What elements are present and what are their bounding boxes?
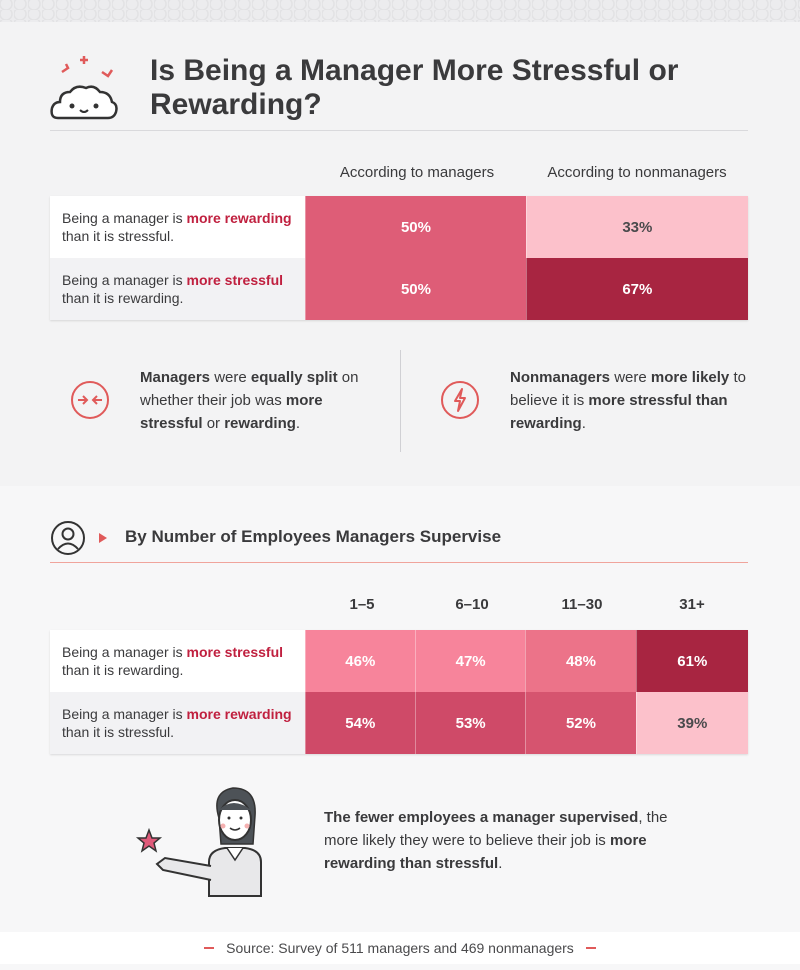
cell-stressful-1-5: 46% xyxy=(304,630,415,692)
row-label: Being a manager is more stressful than i… xyxy=(50,258,306,320)
insight-nonmanagers: Nonmanagers were more likely to believe … xyxy=(420,350,750,452)
cell-rewarding-managers: 50% xyxy=(305,196,526,258)
story-text: The fewer employees a manager supervised… xyxy=(324,806,684,875)
lightning-icon xyxy=(441,381,479,419)
row-label-suffix: than it is stressful. xyxy=(62,228,175,244)
insight-segment: equally split xyxy=(250,369,338,386)
row-label-highlight: more rewarding xyxy=(186,706,292,722)
page-title: Is Being a Manager More Stressful or Rew… xyxy=(150,54,679,121)
insight-segment: . xyxy=(581,415,586,432)
cell-rewarding-6-10: 53% xyxy=(414,692,526,754)
stressed-cloud-icon xyxy=(50,56,118,120)
story-segment: more rewarding than stressful xyxy=(324,832,647,872)
column-header-managers: According to managers xyxy=(339,164,495,181)
cell-stressful-managers: 50% xyxy=(305,258,526,320)
section-header: By Number of Employees Managers Supervis… xyxy=(50,516,748,563)
insight-segment: more stressful than rewarding xyxy=(510,392,728,432)
row-label-prefix: Being a manager is xyxy=(62,706,187,722)
insight-text: Nonmanagers were more likely to believe … xyxy=(510,366,750,435)
insight-segment: more likely xyxy=(650,369,730,386)
row-label-highlight: more stressful xyxy=(186,272,284,288)
insights: Managers were equally split on whether t… xyxy=(50,350,748,452)
story-segment: . xyxy=(498,855,503,872)
table-row: Being a manager is more stressful than i… xyxy=(50,258,748,320)
row-label-suffix: than it is stressful. xyxy=(62,724,175,740)
row-label: Being a manager is more rewarding than i… xyxy=(50,196,306,258)
column-header-nonmanagers: According to nonmanagers xyxy=(547,164,727,181)
table-row: Being a manager is more rewarding than i… xyxy=(50,196,748,258)
insight-segment: Nonmanagers xyxy=(510,369,611,386)
cell-stressful-6-10: 47% xyxy=(414,630,526,692)
caret-right-icon xyxy=(99,533,107,543)
header: Is Being a Manager More Stressful or Rew… xyxy=(50,40,748,131)
cell-rewarding-1-5: 54% xyxy=(304,692,415,754)
column-header-6-10: 6–10 xyxy=(455,596,489,613)
divider xyxy=(400,350,401,452)
woman-holding-star-illustration xyxy=(135,787,262,897)
column-header-11-30: 11–30 xyxy=(561,596,603,613)
row-label-suffix: than it is rewarding. xyxy=(62,290,184,306)
source-note: Source: Survey of 511 managers and 469 n… xyxy=(226,940,574,956)
footer-dash-right xyxy=(585,947,596,949)
row-label-prefix: Being a manager is xyxy=(62,644,187,660)
row-label: Being a manager is more stressful than i… xyxy=(50,630,305,692)
cell-stressful-nonmanagers: 67% xyxy=(525,258,748,320)
arrows-converge-icon xyxy=(71,381,109,419)
section-title: By Number of Employees Managers Supervis… xyxy=(125,527,502,546)
column-header-1-5: 1–5 xyxy=(349,596,375,613)
insight-segment: to believe it is xyxy=(510,369,746,409)
decorative-pattern xyxy=(0,0,800,22)
insight-segment: Managers xyxy=(140,369,211,386)
footer-dash-left xyxy=(204,947,215,949)
supervise-table: Being a manager is more stressful than i… xyxy=(50,630,748,754)
row-label-highlight: more rewarding xyxy=(186,210,292,226)
row-label: Being a manager is more rewarding than i… xyxy=(50,692,305,754)
insight-segment: on whether their job was xyxy=(140,369,359,409)
insight-text: Managers were equally split on whether t… xyxy=(140,366,380,435)
insight-segment: more stressful xyxy=(140,392,323,432)
row-label-prefix: Being a manager is xyxy=(62,272,187,288)
insight-segment: or xyxy=(202,415,225,432)
insight-managers: Managers were equally split on whether t… xyxy=(50,350,380,452)
row-label-highlight: more stressful xyxy=(186,644,284,660)
insight-segment: were xyxy=(210,369,251,386)
story-segment: , the more likely they were to believe t… xyxy=(324,809,668,849)
cell-rewarding-31-plus: 39% xyxy=(635,692,748,754)
row-label-suffix: than it is rewarding. xyxy=(62,662,184,678)
column-header-31-plus: 31+ xyxy=(679,596,705,613)
footer: Source: Survey of 511 managers and 469 n… xyxy=(0,932,800,964)
manager-opinion-table: Being a manager is more rewarding than i… xyxy=(50,196,748,320)
cell-rewarding-11-30: 52% xyxy=(525,692,636,754)
insight-segment: were xyxy=(610,369,651,386)
section-supervise: By Number of Employees Managers Supervis… xyxy=(0,486,800,970)
table-row: Being a manager is more stressful than i… xyxy=(50,630,748,692)
user-icon xyxy=(51,521,85,555)
story-segment: The fewer employees a manager supervised xyxy=(324,809,639,826)
cell-stressful-11-30: 48% xyxy=(525,630,636,692)
row-label-prefix: Being a manager is xyxy=(62,210,187,226)
insight-segment: . xyxy=(295,415,301,432)
cell-stressful-31-plus: 61% xyxy=(635,630,748,692)
insight-segment: rewarding xyxy=(224,415,296,432)
cell-rewarding-nonmanagers: 33% xyxy=(525,196,748,258)
table-row: Being a manager is more rewarding than i… xyxy=(50,692,748,754)
